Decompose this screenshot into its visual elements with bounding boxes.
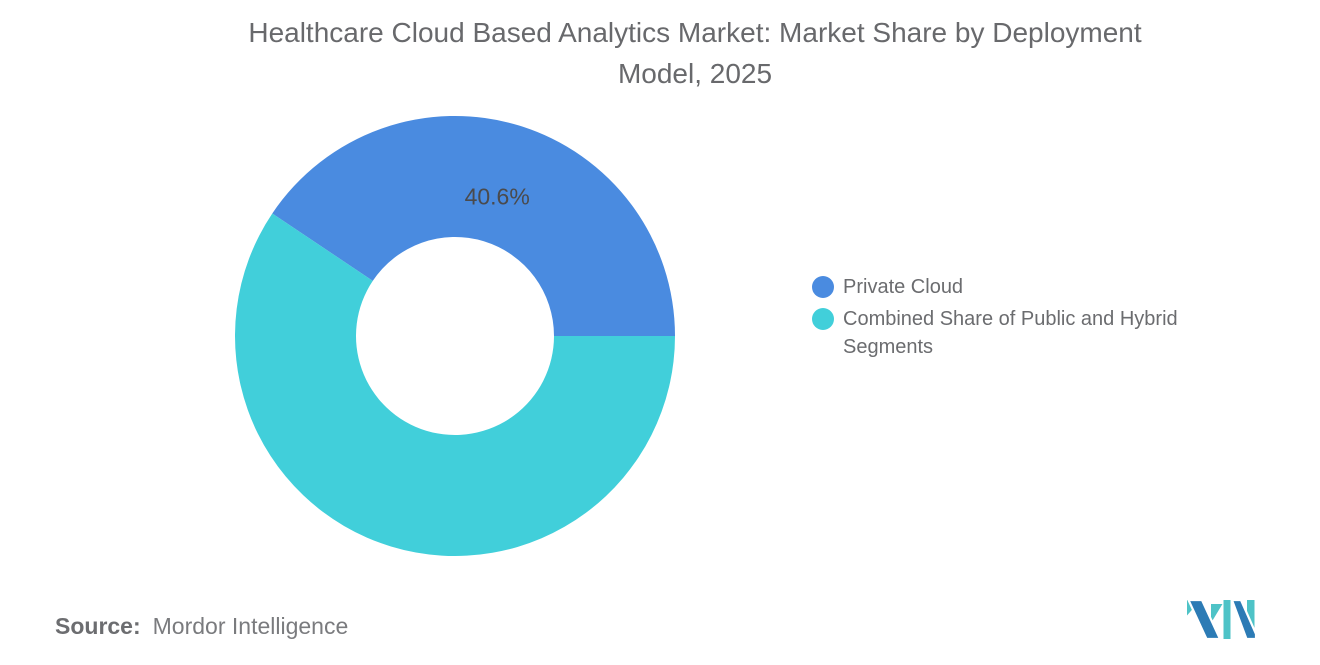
slice-data-label: 40.6% (464, 183, 530, 210)
source-text: Mordor Intelligence (152, 613, 349, 639)
donut-slice-0[interactable] (272, 116, 675, 336)
legend-marker-private-cloud-icon (812, 276, 834, 298)
legend-item-private-cloud[interactable]: Private Cloud (812, 273, 1235, 301)
source-attribution: Source: Mordor Intelligence (55, 612, 348, 640)
mordor-intelligence-logo (1187, 600, 1256, 639)
chart-title: Healthcare Cloud Based Analytics Market:… (0, 12, 1320, 94)
source-label: Source: (55, 613, 141, 639)
chart-title-line1: Healthcare Cloud Based Analytics Market:… (248, 17, 1142, 48)
chart-legend: Private Cloud Combined Share of Public a… (812, 273, 1235, 361)
chart-title-line2: Model, 2025 (617, 58, 773, 89)
legend-item-public-hybrid[interactable]: Combined Share of Public and Hybrid Segm… (812, 305, 1235, 361)
legend-label-private-cloud: Private Cloud (843, 276, 964, 298)
donut-slice-1[interactable] (234, 213, 675, 556)
legend-marker-public-hybrid-icon (812, 308, 834, 330)
donut-chart (234, 116, 675, 556)
legend-label-public-hybrid: Combined Share of Public and Hybrid Segm… (843, 308, 1178, 358)
